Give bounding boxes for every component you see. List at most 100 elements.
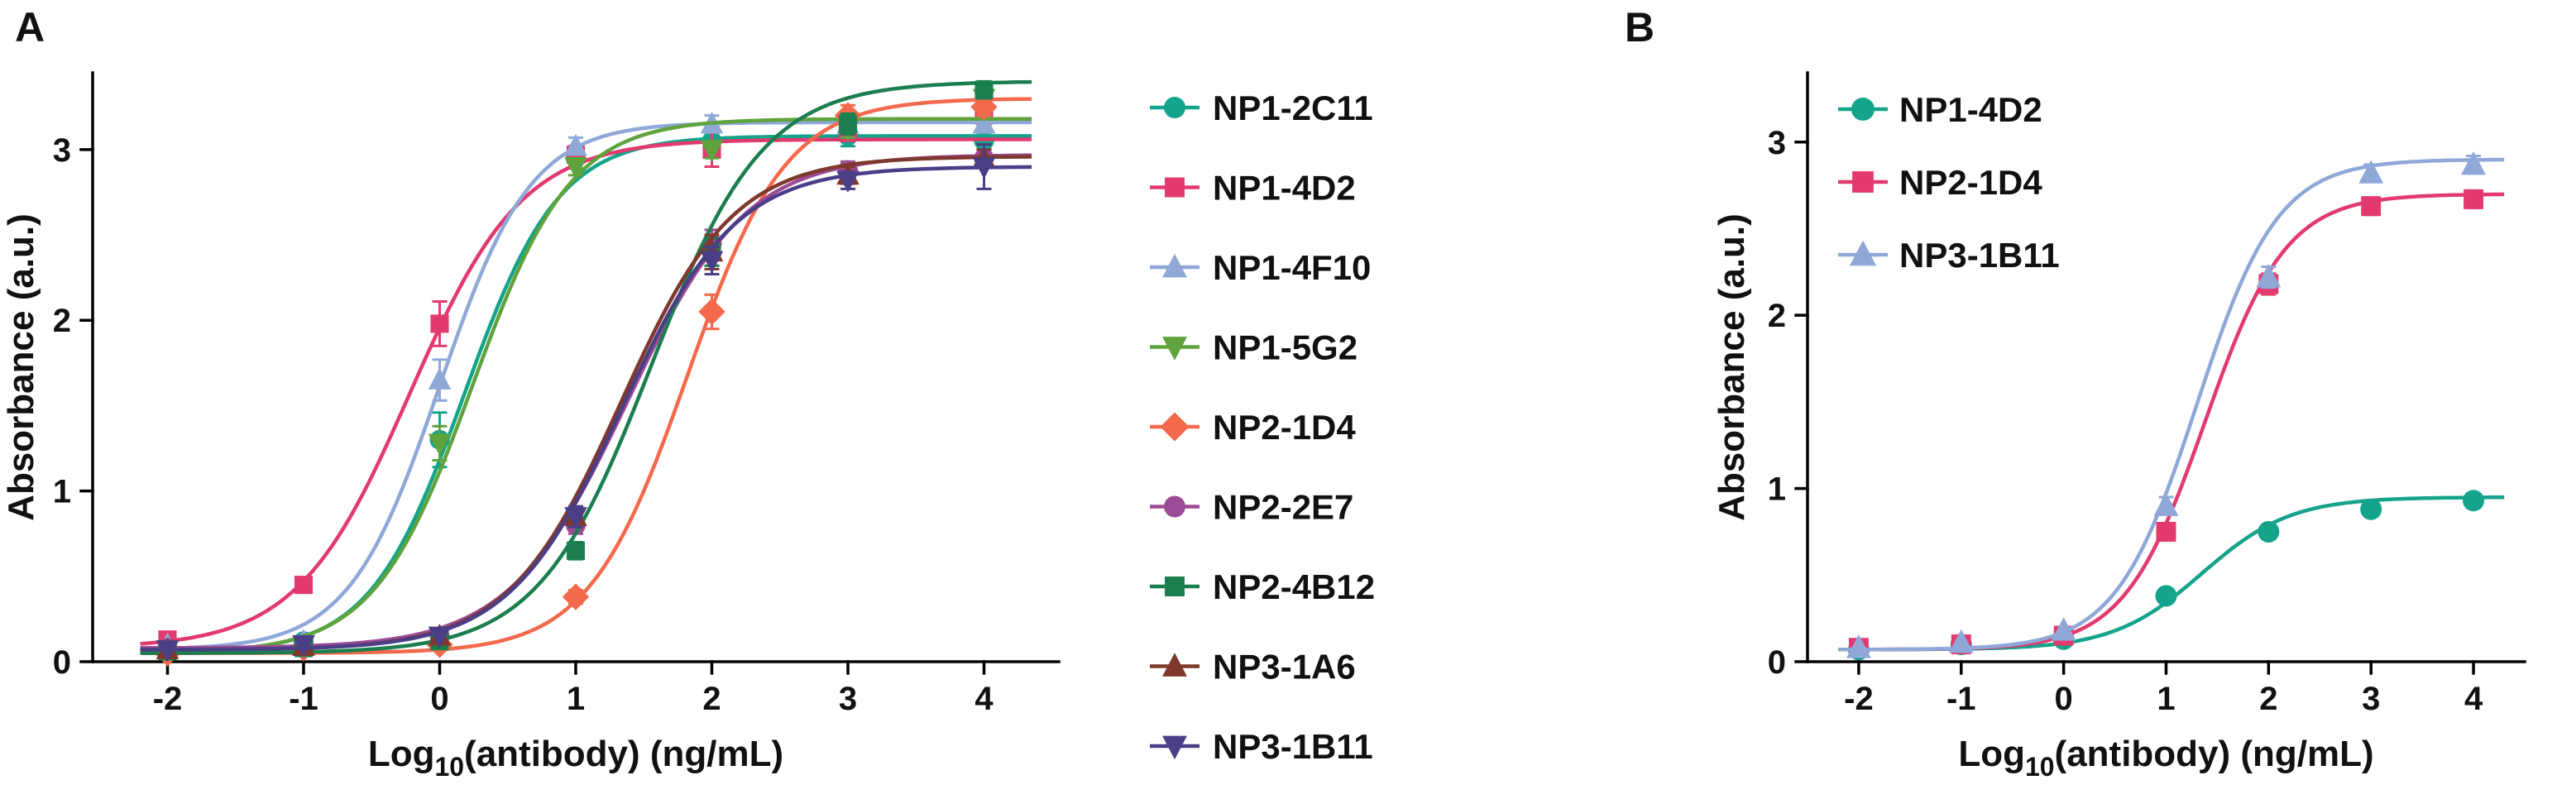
data-point-marker	[428, 626, 452, 649]
data-point-marker	[2155, 585, 2177, 607]
x-axis-title: Log10(antibody) (ng/mL)	[1958, 734, 2373, 782]
legend-label: NP2-4B12	[1213, 567, 1375, 606]
legend-label: NP2-1D4	[1213, 408, 1356, 447]
legend-label: NP3-1B11	[1899, 236, 2060, 275]
panel-a-chart: -2 -1 0 1 2 3 4 0 1 2 3 Log10(antibody) (ng/mL) Abso…	[1, 71, 1375, 782]
series-NP2-2E7	[140, 148, 1032, 658]
legend: NP1-4D2 NP2-1D4 NP3-1B11	[1838, 90, 2060, 275]
panel-a-label: A	[15, 4, 45, 50]
x-tick-label: 4	[974, 681, 994, 717]
x-tick-label: 1	[2157, 681, 2175, 717]
legend-marker	[1162, 653, 1187, 677]
series-curve	[140, 165, 1032, 652]
y-tick-label: 1	[1768, 471, 1786, 508]
series-curve	[140, 155, 1032, 652]
legend-label: NP1-2C11	[1213, 89, 1373, 127]
y-tick-label: 3	[53, 132, 71, 169]
data-point-marker	[2463, 490, 2485, 512]
series-curve	[140, 120, 1032, 651]
y-tick-label: 2	[1768, 298, 1786, 334]
series-NP3-1B11	[140, 143, 1032, 663]
data-point-marker	[2358, 160, 2384, 184]
legend-marker	[1164, 97, 1185, 118]
data-point-marker	[698, 298, 725, 326]
data-point-marker	[2361, 196, 2382, 217]
data-point-marker	[562, 583, 590, 610]
series-curve	[140, 97, 1032, 655]
legend-marker	[1165, 177, 1185, 198]
legend: NP1-2C11 NP1-4D2 NP1-4F10 NP1-5G2 NP2-1D4 NP2…	[1150, 89, 1375, 766]
legend-marker	[1852, 171, 1874, 193]
x-tick-label: -2	[153, 681, 183, 717]
y-tick-label: 3	[1768, 125, 1786, 161]
data-point-marker	[2051, 617, 2076, 641]
x-tick-label: 1	[567, 681, 585, 717]
legend-label: NP2-2E7	[1213, 488, 1353, 527]
series-curve	[1838, 495, 2505, 652]
data-point-marker	[2153, 492, 2179, 516]
data-point-marker	[2463, 189, 2484, 209]
data-point-marker	[700, 251, 724, 274]
data-point-marker	[294, 576, 314, 595]
legend-label: NP2-1D4	[1899, 163, 2042, 202]
x-tick-label: -1	[289, 681, 318, 717]
data-point-marker	[428, 367, 452, 390]
panel-b: B -2 -1 0 1 2 3 4 0 1 2 3 Log10(antibody) (ng/mL) Ab…	[1539, 0, 2576, 799]
data-point-marker	[974, 80, 994, 99]
legend-marker	[1162, 337, 1187, 361]
data-point-marker	[564, 507, 587, 529]
data-point-marker	[1846, 634, 1871, 658]
axis-labels: -2 -1 0 1 2 3 4 0 1 2 3 Log10(antibody) (ng/mL) Abso…	[1712, 125, 2483, 782]
panel-a: A -2 -1 0 1 2 3 4 0 1 2 3 Log10(antibody) (ng/mL) Ab…	[1, 4, 1375, 782]
x-tick-label: 4	[2464, 681, 2483, 717]
x-tick-label: 3	[2362, 681, 2380, 717]
data-point-marker	[564, 133, 587, 156]
series-curve	[140, 137, 1032, 646]
y-tick-label: 1	[53, 474, 71, 510]
legend-label: NP3-1B11	[1213, 727, 1373, 766]
axes	[79, 71, 1061, 675]
series-curve	[1838, 157, 2505, 652]
series-curve	[140, 79, 1032, 655]
legend-marker	[1849, 240, 1877, 266]
data-point-marker	[428, 433, 452, 456]
series-curve	[140, 134, 1032, 655]
series-NP1-4F10	[140, 111, 1032, 654]
data-point-marker	[564, 157, 587, 179]
x-tick-label: -1	[1946, 681, 1976, 717]
series-NP3-1A6	[140, 146, 1032, 659]
legend-marker	[1164, 495, 1185, 518]
data-point-marker	[836, 170, 859, 194]
data-point-marker	[292, 634, 315, 658]
data-point-marker	[1948, 629, 1974, 653]
data-point-marker	[566, 541, 586, 560]
data-point-marker	[970, 93, 998, 121]
legend-item-NP1-4D2: NP1-4D2	[1838, 90, 2042, 129]
axis-labels: -2 -1 0 1 2 3 4 0 1 2 3 Log10(antibody) (ng/mL) Abso…	[1, 132, 994, 782]
legend-item-NP3-1B11: NP3-1B11	[1838, 236, 2060, 275]
legend-label: NP1-4F10	[1213, 248, 1371, 287]
y-tick-label: 0	[53, 644, 71, 681]
data-point-marker	[838, 114, 858, 133]
y-tick-label: 2	[53, 303, 71, 339]
legend-marker	[1162, 735, 1187, 760]
series-NP1-4D2	[140, 103, 1032, 649]
legend-item-NP2-1D4: NP2-1D4	[1150, 408, 1356, 447]
legend-item-NP2-1D4: NP2-1D4	[1838, 163, 2042, 202]
x-tick-label: -2	[1844, 681, 1874, 717]
x-axis-title: Log10(antibody) (ng/mL)	[368, 734, 783, 782]
legend-item-NP2-2E7: NP2-2E7	[1150, 488, 1353, 527]
legend-label: NP1-4D2	[1899, 90, 2042, 129]
legend-marker	[1851, 98, 1875, 121]
data-point-marker	[700, 140, 724, 162]
series-NP3-1B11	[1838, 151, 2505, 658]
x-tick-label: 0	[2055, 681, 2073, 717]
series-NP1-5G2	[140, 89, 1032, 663]
legend-marker	[1165, 577, 1185, 596]
legend-item-NP1-5G2: NP1-5G2	[1150, 328, 1357, 367]
y-tick-label: 0	[1768, 644, 1786, 681]
data-point-marker	[430, 314, 449, 333]
data-point-marker	[2360, 498, 2382, 520]
legend-label: NP1-5G2	[1213, 328, 1357, 367]
